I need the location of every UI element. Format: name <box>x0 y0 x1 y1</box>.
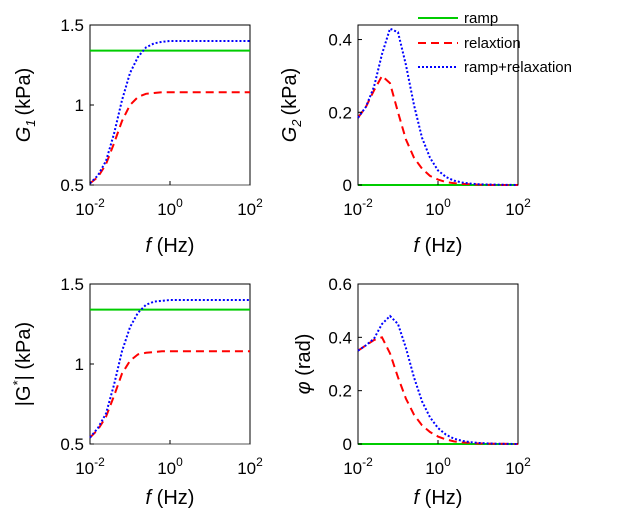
x-tick-label: 10-2 <box>343 196 373 219</box>
series-layer-gstar <box>89 299 250 445</box>
y-tick-label: 1.5 <box>60 16 84 35</box>
tick-layer-g2: 0 0.2 0.4 10-2 100 102 <box>328 31 531 219</box>
tick-layer-phi: 0 0.2 0.4 0.6 10-2 100 102 <box>328 275 531 478</box>
x-tick-label: 10-2 <box>343 455 373 478</box>
legend-label-relaxtion: relaxtion <box>464 35 521 52</box>
series-layer-g1 <box>89 40 250 186</box>
y-tick-label: 0.4 <box>328 31 352 50</box>
series-line-ramp-relaxation <box>89 299 250 439</box>
y-axis-label-g2: G2(kPa) <box>279 68 304 143</box>
y-tick-label: 0.5 <box>60 435 84 454</box>
y-axis-label-phi: φ (rad) <box>293 334 315 395</box>
x-axis-label-g1: f (Hz) <box>146 235 195 257</box>
chart-panel-phi: 0 0.2 0.4 0.6 10-2 100 102 f (Hz) φ (rad) <box>293 275 531 509</box>
legend: ramp relaxtion ramp+relaxation <box>418 10 572 76</box>
series-line-ramp-relaxation <box>357 314 519 445</box>
axes-frame-gstar <box>89 283 251 445</box>
series-layer-g2 <box>357 27 519 186</box>
x-tick-label: 100 <box>157 455 183 478</box>
y-tick-label: 1 <box>75 96 84 115</box>
x-tick-label: 102 <box>505 455 531 478</box>
series-line-relaxtion <box>357 74 518 186</box>
y-tick-label: 0 <box>343 176 352 195</box>
x-axis-label-g2: f (Hz) <box>414 235 463 257</box>
y-axis-label-gstar: |G*| (kPa) <box>10 322 35 406</box>
chart-panel-gstar: 0.5 1 1.5 10-2 100 102 f (Hz) |G*| (kPa) <box>10 275 263 509</box>
x-tick-label: 100 <box>425 455 451 478</box>
legend-label-ramp-relaxation: ramp+relaxation <box>464 59 572 76</box>
series-line-ramp-relaxation <box>357 27 519 186</box>
axes-frame-phi <box>357 283 519 445</box>
y-tick-label: 0 <box>343 435 352 454</box>
y-tick-label: 0.5 <box>60 176 84 195</box>
y-tick-label: 0.4 <box>328 328 352 347</box>
chart-panel-g2: 0 0.2 0.4 10-2 100 102 f (Hz) G2(kPa) <box>279 24 531 257</box>
legend-label-ramp: ramp <box>464 10 498 27</box>
axes-frame-g1 <box>89 24 251 186</box>
y-axis-label-g1: G1(kPa) <box>13 68 38 143</box>
series-line-ramp-relaxation <box>89 40 250 185</box>
y-tick-label: 0.2 <box>328 103 352 122</box>
x-tick-label: 102 <box>237 455 263 478</box>
tick-layer-gstar: 0.5 1 1.5 10-2 100 102 <box>60 275 263 478</box>
x-tick-label: 102 <box>237 196 263 219</box>
y-tick-label: 1.5 <box>60 275 84 294</box>
series-line-relaxtion <box>89 350 250 439</box>
series-line-relaxtion <box>89 91 250 185</box>
x-tick-label: 102 <box>505 196 531 219</box>
x-tick-label: 100 <box>425 196 451 219</box>
x-tick-label: 10-2 <box>75 196 105 219</box>
series-layer-phi <box>357 314 519 445</box>
series-line-relaxtion <box>357 336 519 445</box>
y-tick-label: 0.6 <box>328 275 352 294</box>
y-tick-label: 0.2 <box>328 382 352 401</box>
y-tick-label: 1 <box>75 355 84 374</box>
chart-panel-g1: 0.5 1 1.5 10-2 100 102 f (Hz) G1(kPa) <box>13 16 263 257</box>
x-tick-label: 100 <box>157 196 183 219</box>
x-axis-label-gstar: f (Hz) <box>146 487 195 509</box>
x-tick-label: 10-2 <box>75 455 105 478</box>
x-axis-label-phi: f (Hz) <box>414 487 463 509</box>
tick-layer-g1: 0.5 1 1.5 10-2 100 102 <box>60 16 263 219</box>
